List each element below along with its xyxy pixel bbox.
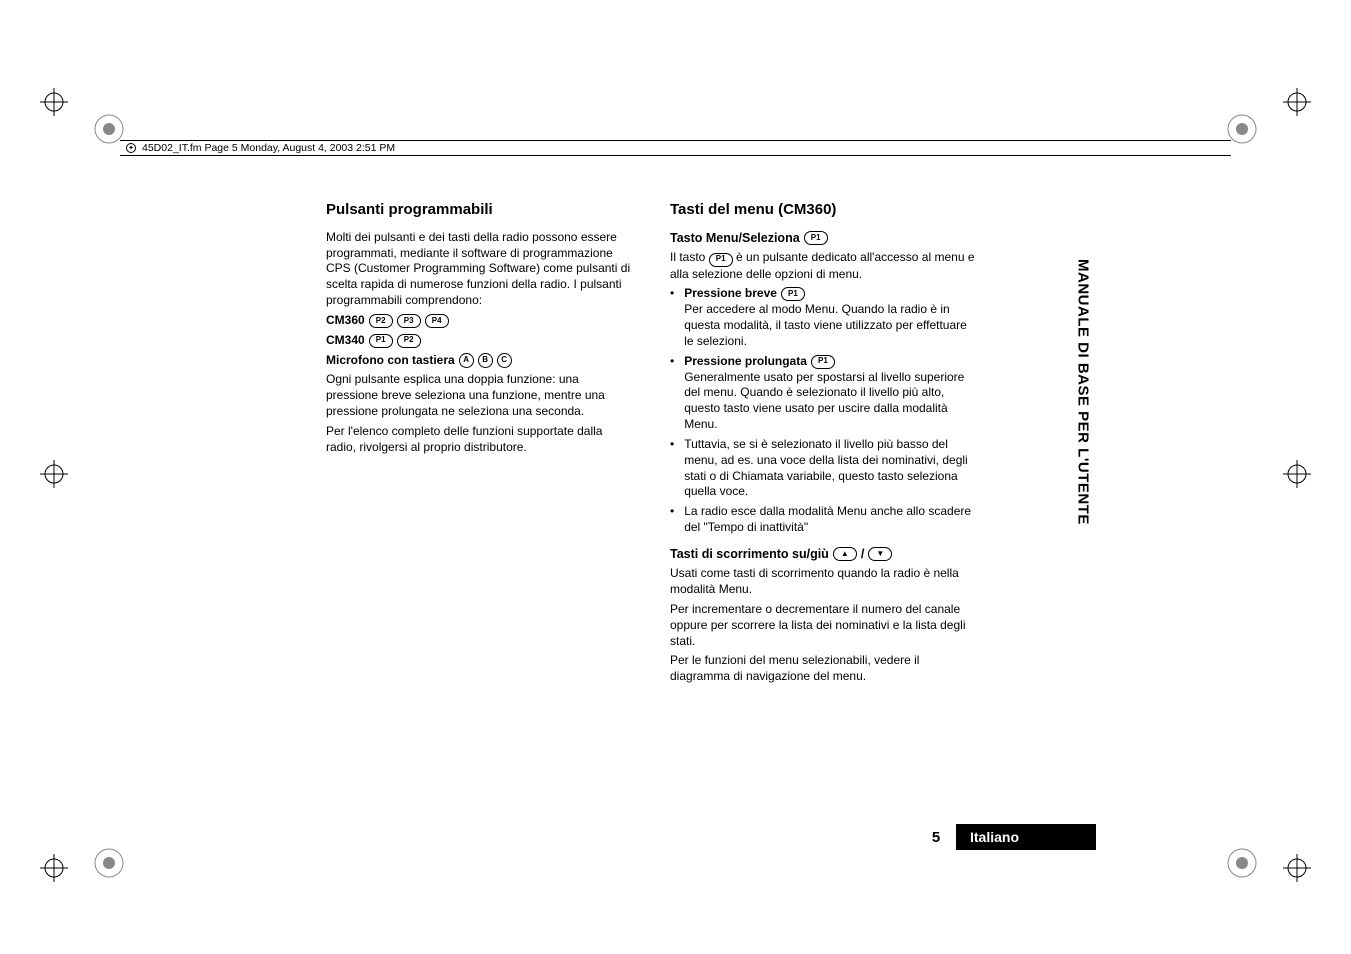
sub2-heading: Tasti di scorrimento su/giù ▲ / ▼	[670, 546, 976, 563]
bullet-1-btn-icon: P1	[781, 287, 805, 301]
reg-mark-mr	[1283, 460, 1311, 488]
side-tab: MANUALE DI BASE PER L'UTENTE	[1070, 228, 1096, 556]
side-tab-label: MANUALE DI BASE PER L'UTENTE	[1075, 259, 1092, 525]
p1-icon-sub1: P1	[804, 231, 828, 245]
bullet-4-body: La radio esce dalla modalità Menu anche …	[684, 504, 971, 534]
sub2-p3: Per le funzioni del menu selezionabili, …	[670, 653, 976, 685]
bullet-2-body: Generalmente usato per spostarsi al live…	[684, 370, 964, 431]
right-column: Tasti del menu (CM360) Tasto Menu/Selezi…	[670, 200, 976, 790]
p4-button-icon: P4	[425, 314, 449, 328]
page-content: Pulsanti programmabili Molti dei pulsant…	[326, 200, 976, 790]
corner-mark-br	[1225, 846, 1259, 880]
mic-line: Microfono con tastiera A B C	[326, 353, 632, 369]
sub2-p1: Usati come tasti di scorrimento quando l…	[670, 566, 976, 598]
corner-mark-bl	[92, 846, 126, 880]
a-button-icon: A	[459, 353, 474, 368]
bullet-1-body: Per accedere al modo Menu. Quando la rad…	[684, 302, 967, 348]
reg-mark-tr	[1283, 88, 1311, 116]
bullet-4: La radio esce dalla modalità Menu anche …	[670, 504, 976, 536]
bullet-2: Pressione prolungata P1 Generalmente usa…	[670, 354, 976, 433]
header-filename: 45D02_IT.fm Page 5 Monday, August 4, 200…	[142, 142, 395, 154]
bullet-2-btn-icon: P1	[811, 355, 835, 369]
down-arrow-icon: ▼	[868, 547, 892, 561]
sub1-label: Tasto Menu/Seleziona	[670, 230, 800, 247]
bullet-1-head: Pressione breve	[684, 286, 777, 302]
p3-button-icon: P3	[397, 314, 421, 328]
right-title: Tasti del menu (CM360)	[670, 200, 976, 220]
bullet-2-head: Pressione prolungata	[684, 354, 807, 370]
reg-mark-bl	[40, 854, 68, 882]
reg-mark-ml	[40, 460, 68, 488]
sub1-t1: Il tasto	[670, 250, 705, 264]
language-tab: Italiano	[956, 824, 1096, 850]
bullet-list: Pressione breve P1 Per accedere al modo …	[670, 286, 976, 535]
bullet-1: Pressione breve P1 Per accedere al modo …	[670, 286, 976, 349]
arrow-sep: /	[861, 546, 864, 563]
sub2-p2: Per incrementare o decrementare il numer…	[670, 602, 976, 649]
reg-mark-tl	[40, 88, 68, 116]
model-cm340-line: CM340 P1 P2	[326, 333, 632, 349]
left-body3: Per l'elenco completo delle funzioni sup…	[326, 424, 632, 456]
sub2-label: Tasti di scorrimento su/giù	[670, 546, 829, 563]
left-intro: Molti dei pulsanti e dei tasti della rad…	[326, 230, 632, 309]
reg-mark-br	[1283, 854, 1311, 882]
left-body2: Ogni pulsante esplica una doppia funzion…	[326, 372, 632, 419]
bullet-3-body: Tuttavia, se si è selezionato il livello…	[684, 437, 968, 498]
p1-button-icon: P1	[369, 334, 393, 348]
bullet-3: Tuttavia, se si è selezionato il livello…	[670, 437, 976, 500]
mic-label: Microfono con tastiera	[326, 353, 455, 369]
footer: 5 Italiano	[326, 824, 1096, 850]
model-cm360-line: CM360 P2 P3 P4	[326, 313, 632, 329]
p2-button-icon-2: P2	[397, 334, 421, 348]
p1-icon-inline: P1	[709, 253, 733, 267]
c-button-icon: C	[497, 353, 512, 368]
header-dot-icon: ✦	[126, 143, 136, 153]
left-column: Pulsanti programmabili Molti dei pulsant…	[326, 200, 632, 790]
framemaker-header: ✦ 45D02_IT.fm Page 5 Monday, August 4, 2…	[120, 140, 1231, 156]
sub1-heading: Tasto Menu/Seleziona P1	[670, 230, 976, 247]
model-cm340-label: CM340	[326, 333, 365, 349]
sub1-paragraph: Il tasto P1 è un pulsante dedicato all'a…	[670, 250, 976, 282]
page-number: 5	[916, 824, 956, 850]
up-arrow-icon: ▲	[833, 547, 857, 561]
b-button-icon: B	[478, 353, 493, 368]
model-cm360-label: CM360	[326, 313, 365, 329]
left-title: Pulsanti programmabili	[326, 200, 632, 220]
p2-button-icon: P2	[369, 314, 393, 328]
